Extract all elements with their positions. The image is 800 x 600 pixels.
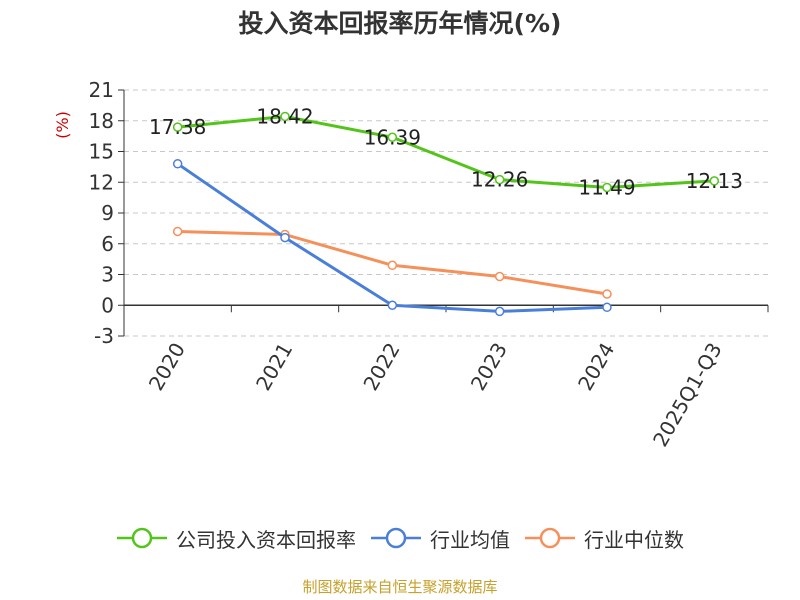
- y-tick-label: 0: [101, 293, 114, 317]
- source-note: 制图数据来自恒生聚源数据库: [302, 578, 498, 596]
- data-point: [387, 260, 398, 271]
- data-label: 16.39: [364, 125, 421, 149]
- y-tick-label: 15: [89, 140, 114, 164]
- gridlines: [124, 89, 768, 337]
- x-tick-label: 2021: [251, 339, 297, 395]
- data-label: 11.49: [578, 175, 635, 199]
- legend-marker-icon: [525, 527, 575, 549]
- data-point: [494, 174, 505, 185]
- y-tick-label: 18: [89, 109, 114, 133]
- data-point: [280, 111, 290, 122]
- chart-title: 投入资本回报率历年情况(%): [238, 9, 562, 38]
- data-point: [387, 132, 398, 143]
- y-tick-label: 9: [101, 201, 114, 225]
- data-point: [709, 176, 720, 186]
- data-label: 17.38: [149, 115, 206, 139]
- y-tick-label: 12: [89, 170, 114, 194]
- legend-label: 行业均值: [430, 527, 510, 552]
- data-point: [172, 159, 183, 169]
- data-point: [494, 271, 505, 282]
- x-tick-label: 2022: [358, 339, 404, 395]
- y-tick-label: 6: [101, 232, 114, 256]
- data-point: [172, 226, 183, 237]
- data-point: [602, 289, 612, 299]
- legend-item[interactable]: 公司投入资本回报率: [116, 524, 356, 553]
- y-tick-label: -3: [94, 324, 114, 348]
- data-label: 18.42: [256, 104, 313, 128]
- data-point: [494, 306, 505, 317]
- data-point: [602, 302, 612, 313]
- legend-label: 行业中位数: [584, 527, 684, 552]
- data-point: [280, 232, 290, 243]
- legend-item[interactable]: 行业均值: [370, 524, 510, 553]
- legend-marker-circle: [385, 527, 407, 549]
- legend-marker-icon: [371, 527, 421, 549]
- y-axis-label: (%): [53, 111, 72, 139]
- data-label: 12.13: [686, 169, 743, 193]
- series-lines: [172, 111, 720, 317]
- legend-label: 公司投入资本回报率: [176, 527, 356, 552]
- y-tick-label: 21: [89, 78, 114, 102]
- series-line-1: [176, 162, 609, 313]
- legend-item[interactable]: 行业中位数: [524, 524, 684, 553]
- data-point: [387, 300, 398, 310]
- legend-marker-circle: [539, 527, 561, 549]
- x-tick-label: 2025Q1-Q3: [648, 339, 727, 451]
- y-tick-label: 3: [101, 263, 114, 287]
- x-tick-label: 2023: [466, 339, 512, 395]
- series-line-0: [176, 114, 716, 189]
- data-point: [172, 122, 183, 132]
- legend: 公司投入资本回报率 行业均值 行业中位数: [0, 518, 800, 558]
- x-tick-label: 2024: [573, 339, 619, 395]
- data-label: 12.26: [471, 168, 528, 192]
- data-labels: 17.38 18.42 16.39 12.26 11.49 12.13: [149, 104, 743, 199]
- legend-marker-circle: [131, 527, 153, 549]
- legend-marker-icon: [117, 527, 167, 549]
- data-point: [602, 182, 612, 193]
- x-tick-label: 2020: [144, 339, 190, 395]
